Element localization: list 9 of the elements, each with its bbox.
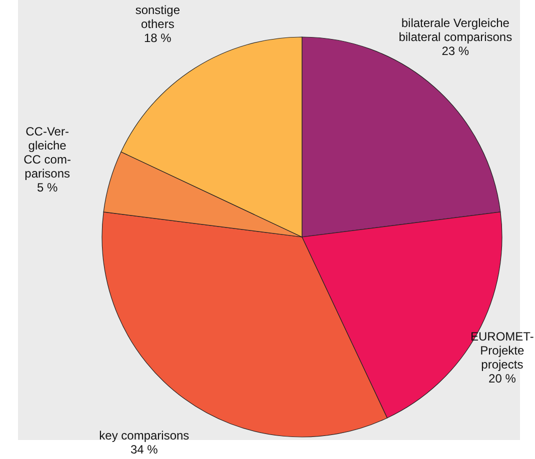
data-label: 20 % [488, 371, 516, 386]
data-label: 23 % [442, 44, 470, 58]
slice-label: bilaterale Vergleiche bilateral comparisons [398, 16, 512, 44]
data-label: 18 % [144, 31, 172, 45]
slice-label: CC-Ver- gleiche CC com- parisons [24, 124, 71, 180]
slice-label: sonstige others [135, 3, 180, 31]
data-label: 5 % [36, 180, 58, 194]
data-label: 34 % [130, 442, 158, 456]
slice-label: key comparisons [99, 428, 190, 442]
